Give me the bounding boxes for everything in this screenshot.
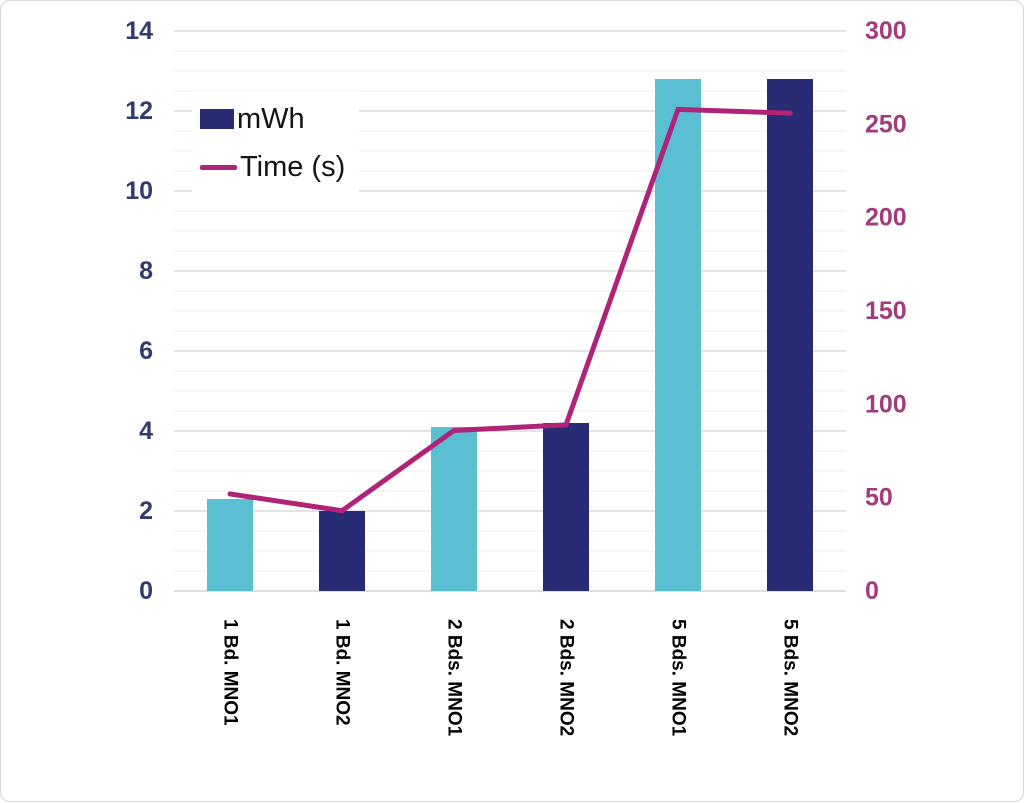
- mwh-bar: [655, 79, 701, 591]
- time-series-swatch-icon: [200, 164, 237, 170]
- left-axis-tick-label: 6: [139, 337, 153, 365]
- category-label: 2 Bds. MNO2: [556, 619, 577, 736]
- legend-item-time: Time (s): [200, 143, 345, 191]
- mwh-bar: [431, 427, 477, 591]
- chart-legend: mWh Time (s): [192, 91, 360, 197]
- left-axis-tick-label: 2: [139, 497, 153, 525]
- category-label: 2 Bds. MNO1: [444, 619, 465, 737]
- left-axis-tick-label: 10: [125, 177, 153, 205]
- time-line: [227, 106, 793, 514]
- legend-label-time: Time (s): [240, 150, 346, 183]
- category-label: 5 Bds. MNO1: [668, 619, 689, 737]
- mwh-bar: [207, 499, 253, 591]
- left-axis-tick-label: 0: [139, 577, 153, 605]
- right-axis-tick-label: 50: [865, 484, 893, 512]
- mwh-bar: [767, 79, 813, 591]
- left-axis-tick-label: 8: [139, 257, 153, 285]
- mwh-bar: [319, 511, 365, 591]
- right-axis-tick-label: 300: [865, 17, 907, 45]
- right-axis-tick-label: 0: [865, 577, 879, 605]
- right-axis-tick-label: 100: [865, 390, 907, 418]
- right-axis-tick-label: 250: [865, 110, 907, 138]
- category-label: 1 Bd. MNO1: [220, 619, 241, 726]
- right-axis-tick-label: 150: [865, 297, 907, 325]
- left-axis-tick-label: 12: [125, 97, 153, 125]
- left-axis-tick-label: 4: [139, 417, 153, 445]
- mwh-series-swatch-icon: [200, 109, 234, 129]
- legend-item-mwh: mWh: [200, 95, 345, 143]
- legend-label-mwh: mWh: [237, 102, 305, 135]
- left-axis-tick-label: 14: [125, 17, 153, 45]
- category-label: 1 Bd. MNO2: [332, 619, 353, 726]
- mwh-bar: [543, 423, 589, 591]
- right-axis-tick-label: 200: [865, 204, 907, 232]
- category-label: 5 Bds. MNO2: [780, 619, 801, 736]
